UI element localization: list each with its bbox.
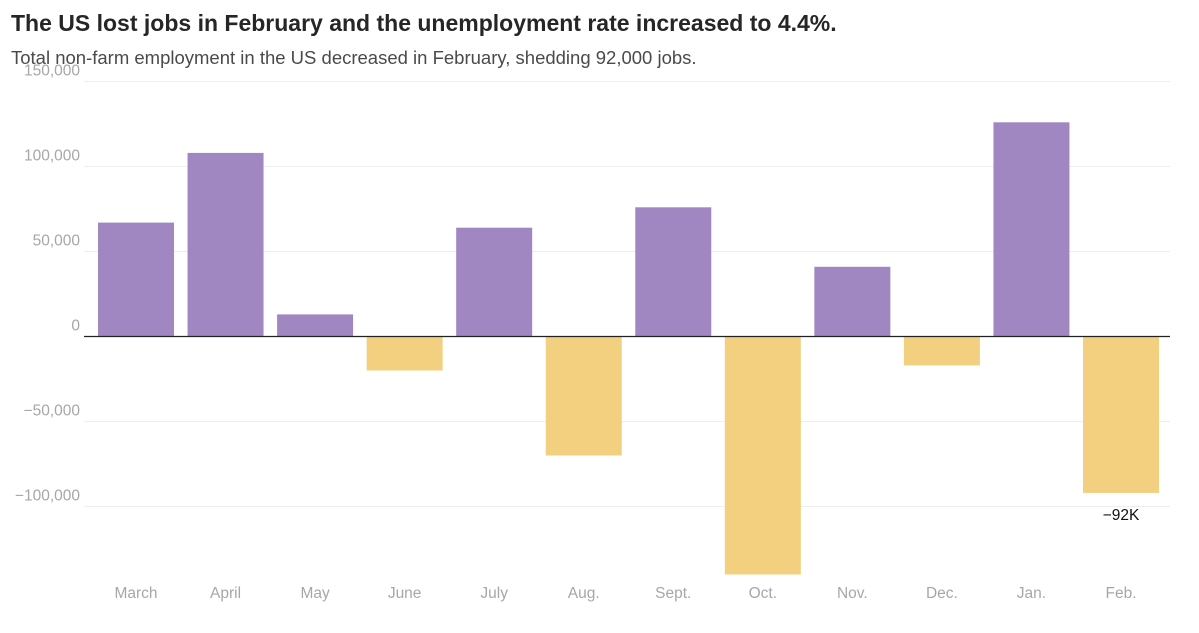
bar-march [98,222,174,337]
y-tick-label: −100,000 [15,488,80,505]
x-tick-label: Dec. [926,585,958,602]
bar-sept [635,207,712,337]
x-tick-label: Sept. [655,585,691,602]
x-tick-label: Aug. [568,585,600,602]
bar-feb [1083,336,1159,493]
bar-may [277,314,354,337]
bar-july [456,227,533,337]
x-tick-label: May [300,585,330,602]
x-tick-label: Feb. [1105,585,1136,602]
y-tick-label: 100,000 [24,148,80,165]
bar-dec [903,336,980,366]
bar-june [366,336,443,371]
data-label: −92K [1103,507,1140,524]
bar-aug [545,336,622,456]
y-tick-label: −50,000 [24,403,81,420]
x-tick-label: April [210,585,241,602]
x-tick-label: Nov. [837,585,868,602]
bar-jan [993,122,1070,337]
y-tick-label: 0 [71,318,80,335]
x-tick-label: March [114,585,157,602]
chart-title: The US lost jobs in February and the une… [11,10,837,36]
y-tick-label: 150,000 [24,63,80,80]
x-tick-label: June [388,585,422,602]
x-tick-label: Jan. [1017,585,1046,602]
x-tick-label: July [480,585,508,602]
x-tick-label: Oct. [749,585,777,602]
bar-nov [814,266,891,337]
chart-subtitle: Total non-farm employment in the US decr… [11,47,697,68]
bar-oct [724,336,801,575]
bar-april [187,152,264,337]
y-tick-label: 50,000 [33,233,81,250]
